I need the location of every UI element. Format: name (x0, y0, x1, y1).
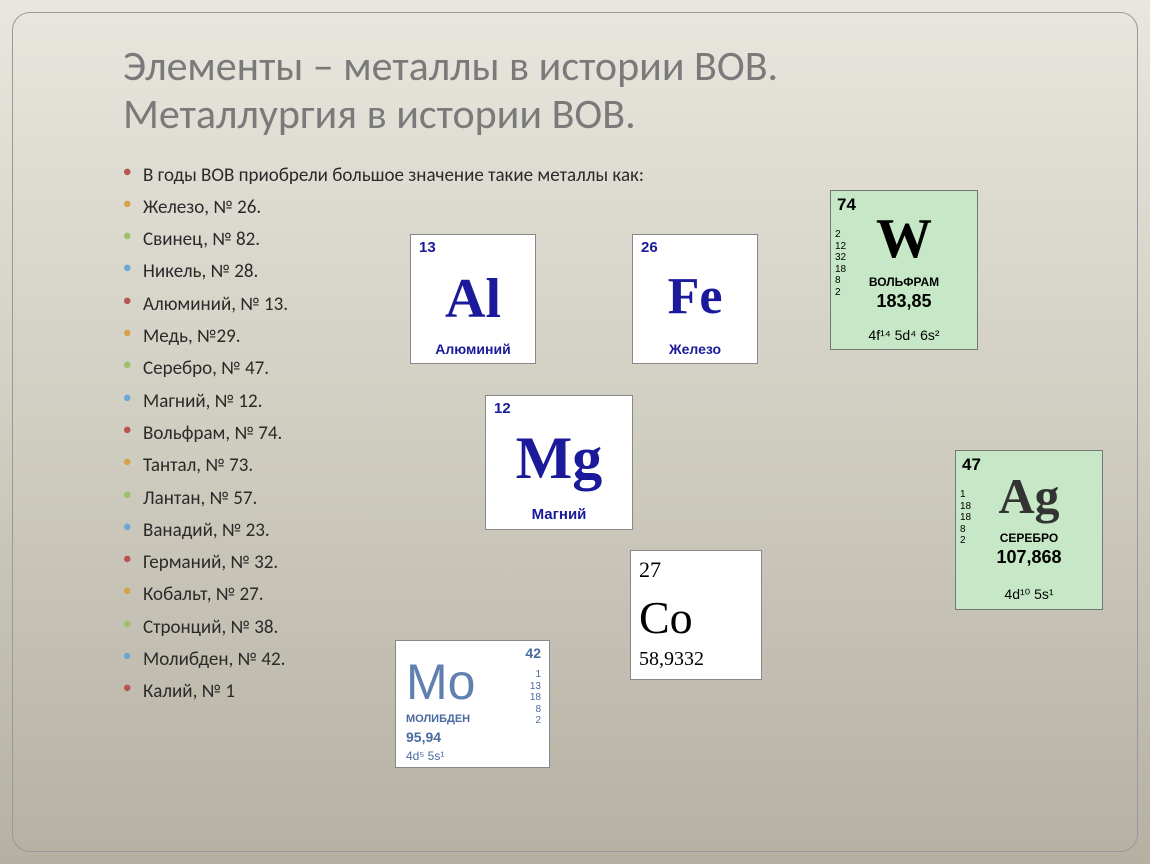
electron-config: 4f¹⁴ 5d⁴ 6s² (831, 327, 977, 343)
bullet-item: Германий, № 32. (123, 547, 1097, 579)
element-symbol: Co (639, 591, 693, 644)
bullet-item: Калий, № 1 (123, 676, 1097, 708)
electron-config: 4d¹⁰ 5s¹ (956, 586, 1102, 603)
element-name: МОЛИБДЕН (406, 713, 470, 725)
bullet-item: Молибден, № 42. (123, 644, 1097, 676)
element-tile-cobalt: 27 Co 58,9332 (630, 550, 762, 680)
element-name: Магний (486, 506, 632, 523)
element-symbol: W (831, 207, 977, 271)
element-symbol: Mg (486, 424, 632, 493)
bullet-item: Стронций, № 38. (123, 612, 1097, 644)
element-tile-silver: 47 1 18 18 8 2 Ag СЕРЕБРО 107,868 4d¹⁰ 5… (955, 450, 1103, 610)
bullet-item: Кобальт, № 27. (123, 579, 1097, 611)
element-tile-molybdenum: 42 Mo МОЛИБДЕН 95,94 4d⁵ 5s¹ 1 13 18 8 2 (395, 640, 550, 768)
element-symbol: Al (411, 267, 535, 331)
bullet-item: Серебро, № 47. (123, 353, 1097, 385)
bullet-item: В годы ВОВ приобрели большое значение та… (123, 160, 1097, 192)
element-symbol: Fe (633, 267, 757, 326)
element-tile-aluminium: 13 Al Алюминий (410, 234, 536, 364)
atomic-mass: 95,94 (406, 729, 441, 745)
atomic-number: 13 (419, 239, 436, 256)
atomic-number: 27 (639, 557, 661, 583)
element-symbol: Ag (956, 467, 1102, 525)
slide-title: Элементы – металлы в истории ВОВ. Металл… (123, 43, 1097, 140)
element-name: ВОЛЬФРАМ (831, 275, 977, 289)
electron-shells: 1 13 18 8 2 (530, 669, 541, 727)
atomic-mass: 183,85 (831, 291, 977, 312)
element-tile-tungsten: 74 2 12 32 18 8 2 W ВОЛЬФРАМ 183,85 4f¹⁴… (830, 190, 978, 350)
atomic-number: 12 (494, 400, 511, 417)
element-symbol: Mo (406, 653, 475, 711)
electron-config: 4d⁵ 5s¹ (406, 749, 444, 763)
title-line-1: Элементы – металлы в истории ВОВ. (123, 41, 778, 92)
element-name: СЕРЕБРО (956, 531, 1102, 545)
element-name: Алюминий (411, 341, 535, 357)
atomic-number: 42 (525, 645, 541, 661)
element-tile-magnesium: 12 Mg Магний (485, 395, 633, 530)
element-tile-iron: 26 Fe Железо (632, 234, 758, 364)
atomic-number: 26 (641, 239, 658, 256)
title-line-2: Металлургия в истории ВОВ. (123, 89, 636, 140)
atomic-mass: 58,9332 (639, 648, 704, 671)
atomic-mass: 107,868 (956, 547, 1102, 568)
element-name: Железо (633, 341, 757, 357)
